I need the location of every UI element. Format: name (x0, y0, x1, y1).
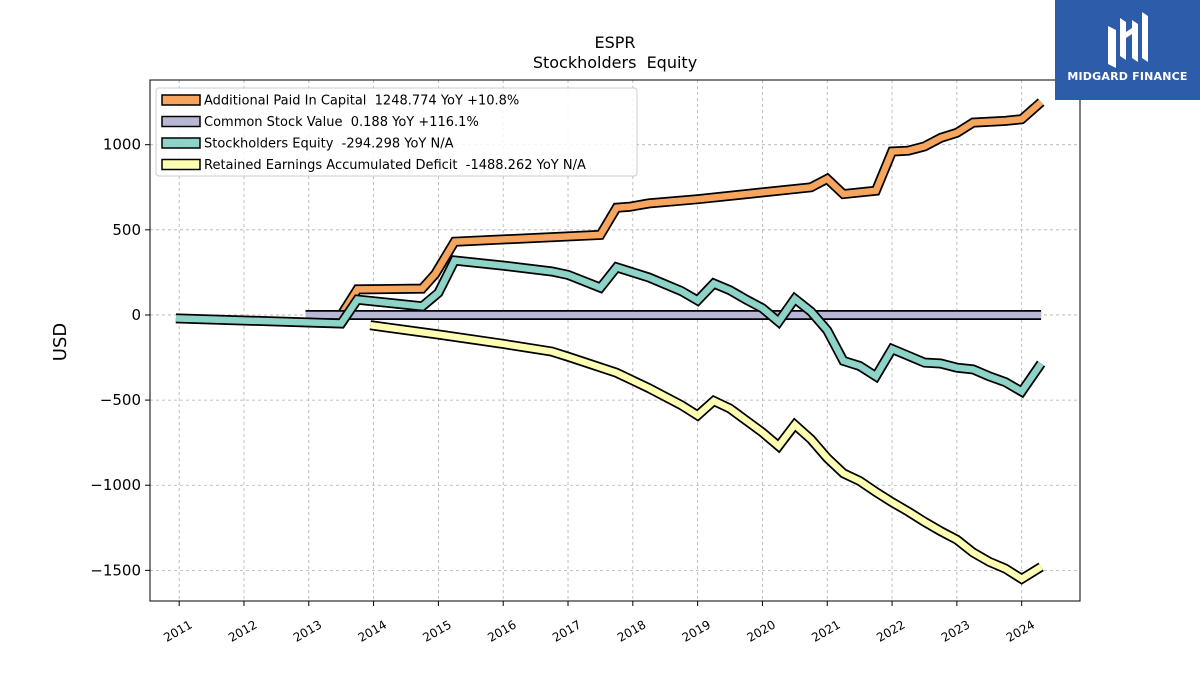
legend-label: Retained Earnings Accumulated Deficit -1… (204, 158, 586, 173)
y-tick-label: 500 (112, 221, 141, 239)
logo-text: MIDGARD FINANCE (1067, 70, 1188, 83)
series-line (338, 99, 1044, 317)
y-tick-label: 1000 (103, 136, 141, 154)
y-tick-label: 0 (131, 306, 141, 324)
legend-label: Common Stock Value 0.188 YoY +116.1% (204, 115, 479, 130)
y-tick-label: −1500 (90, 561, 141, 579)
y-tick-label: −1000 (90, 476, 141, 494)
legend: Additional Paid In Capital 1248.774 YoY … (155, 87, 638, 177)
x-tick-label: 2015 (420, 617, 453, 644)
series-line (175, 257, 1044, 396)
x-tick-label: 2019 (680, 617, 713, 644)
y-axis-ticks: 1000 500 0 −500 −1000 −1500 (90, 136, 150, 579)
x-tick-label: 2020 (744, 617, 777, 644)
legend-swatch (161, 158, 201, 171)
x-tick-label: 2017 (550, 617, 583, 644)
x-tick-label: 2018 (615, 617, 648, 644)
series-line (369, 321, 1043, 583)
legend-swatch (161, 137, 201, 149)
midgard-finance-logo: MIDGARD FINANCE (1055, 0, 1200, 100)
legend-label: Stockholders Equity -294.298 YoY N/A (204, 137, 454, 152)
x-tick-label: 2011 (161, 617, 194, 644)
logo-mark-icon (1108, 12, 1148, 68)
x-tick-label: 2024 (1004, 617, 1037, 644)
x-tick-label: 2023 (939, 617, 972, 644)
x-tick-label: 2014 (356, 617, 389, 644)
legend-box (155, 87, 638, 177)
series-layer (175, 98, 1046, 585)
x-axis-ticks: 2011 2012 2013 2014 2015 2016 2017 2018 2019 2020… (161, 601, 1037, 645)
x-tick-label: 2021 (809, 617, 842, 644)
chart-title: ESPR (594, 33, 635, 52)
x-tick-label: 2012 (226, 617, 259, 644)
series-2 (175, 255, 1046, 399)
x-tick-label: 2022 (874, 617, 907, 644)
legend-swatch (161, 115, 201, 128)
series-3 (369, 320, 1044, 585)
x-tick-label: 2016 (485, 617, 518, 644)
plot-frame (149, 79, 1081, 602)
legend-swatch (161, 94, 201, 106)
chart-subtitle: Stockholders Equity (533, 53, 697, 72)
x-tick-label: 2013 (291, 617, 324, 644)
y-tick-label: −500 (100, 391, 141, 409)
legend-label: Additional Paid In Capital 1248.774 YoY … (204, 94, 519, 109)
series-0 (336, 98, 1045, 318)
y-axis-label: USD (50, 323, 71, 361)
